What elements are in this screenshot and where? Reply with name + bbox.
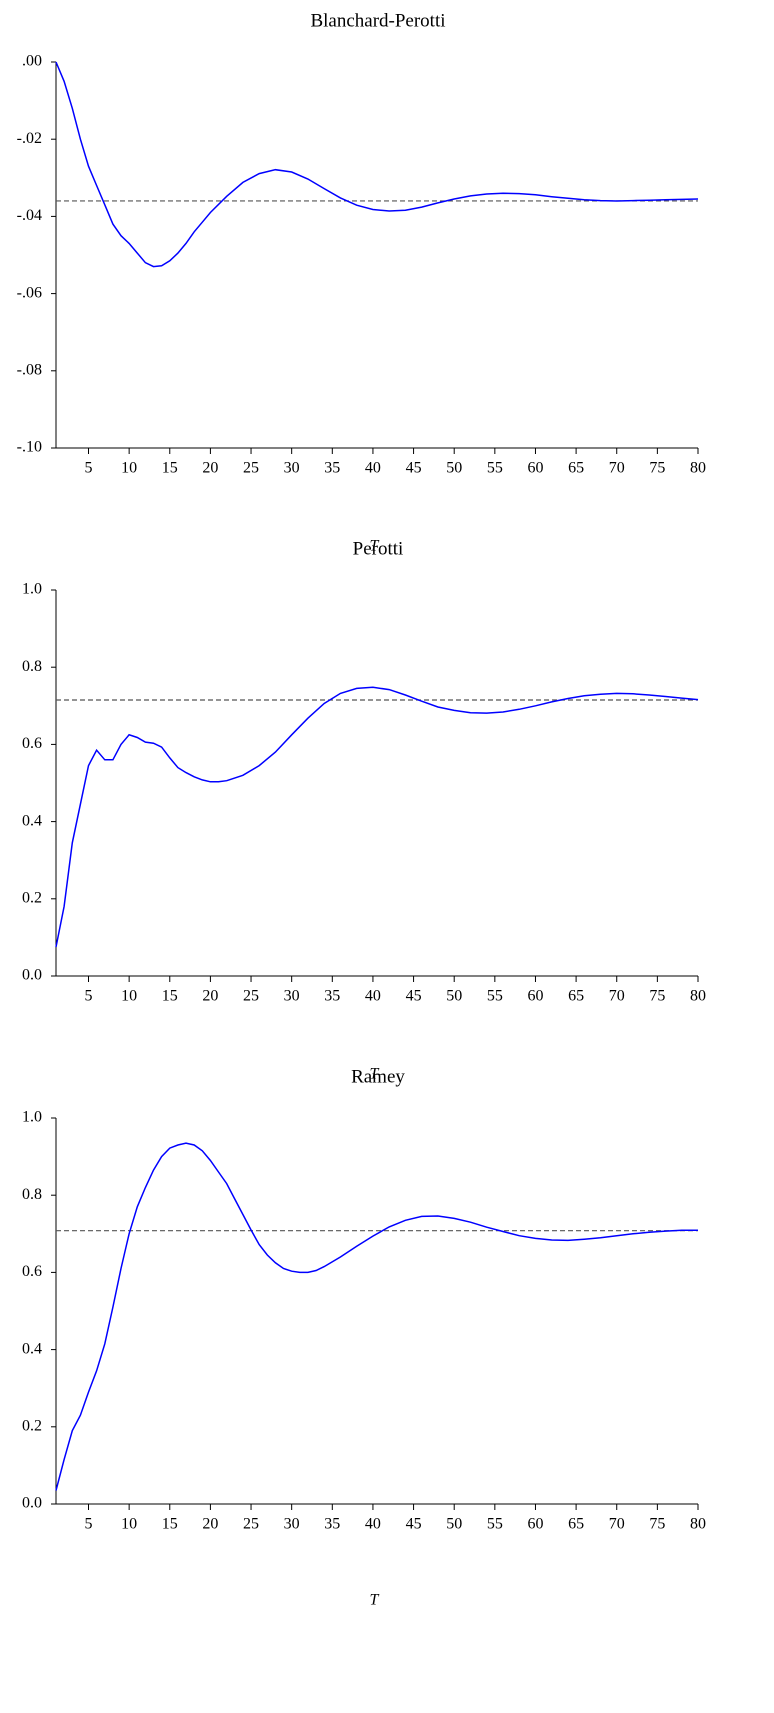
chart-panel-3: Ramey 0.0 0.2 0.4 0.6 0.8 1.0 5 10 15 20 25 30 35 40 45… [22,1066,706,1608]
x-tick-label: 20 [202,460,218,477]
x-tick-label: 70 [609,460,625,477]
x-tick-label: 80 [690,460,706,477]
x-tick-label: 60 [527,460,543,477]
y-tick-label: -.02 [17,130,42,147]
x-tick-label: 65 [568,1516,584,1533]
x-tick-label: 35 [324,1516,340,1533]
x-tick-label: 25 [243,460,259,477]
y-tick-label: 0.6 [22,735,42,752]
x-tick-label: 40 [365,1516,381,1533]
y-tick-label: 0.2 [22,1417,42,1434]
x-tick-label: 40 [365,460,381,477]
x-tick-label: 45 [406,460,422,477]
x-tick-label: 75 [649,460,665,477]
x-tick-label: 5 [85,460,93,477]
x-tick-label: 20 [202,1516,218,1533]
x-tick-label: 80 [690,988,706,1005]
x-tick-label: 15 [162,1516,178,1533]
x-tick-label: 60 [527,988,543,1005]
y-tick-label: -.06 [17,284,42,301]
x-tick-label: 65 [568,988,584,1005]
chart-panel-2: Perotti 0.0 0.2 0.4 0.6 0.8 1.0 5 10 15 20 25 30 35 40… [22,538,706,1082]
chart-title: Blanchard-Perotti [310,10,445,31]
y-tick-label: 0.8 [22,658,42,675]
x-tick-label: 55 [487,1516,503,1533]
y-tick-label: 0.0 [22,967,42,984]
y-tick-label: -.08 [17,361,42,378]
y-tick-label: .00 [22,53,42,70]
x-tick-label: 50 [446,460,462,477]
x-tick-label: 15 [162,988,178,1005]
y-tick-label: 0.2 [22,889,42,906]
x-tick-label: 10 [121,988,137,1005]
x-tick-label: 10 [121,1516,137,1533]
chart-title: Ramey [351,1066,405,1087]
series-line [55,61,699,268]
x-tick-label: 55 [487,460,503,477]
x-tick-label: 30 [284,1516,300,1533]
x-tick-label: 80 [690,1516,706,1533]
y-tick-label: 1.0 [22,1109,42,1126]
x-tick-label: 15 [162,460,178,477]
x-tick-label: 5 [85,1516,93,1533]
y-tick-label: 0.6 [22,1263,42,1280]
x-tick-label: 55 [487,988,503,1005]
y-tick-label: 0.8 [22,1186,42,1203]
x-tick-label: 45 [406,1516,422,1533]
x-tick-label: 45 [406,988,422,1005]
x-tick-label: 35 [324,460,340,477]
x-tick-label: 5 [85,988,93,1005]
x-tick-label: 70 [609,988,625,1005]
x-axis-label: T [370,1592,380,1609]
x-tick-label: 65 [568,460,584,477]
x-tick-label: 75 [649,988,665,1005]
y-tick-label: -.04 [17,207,42,224]
x-tick-label: 50 [446,1516,462,1533]
series-line [55,686,699,948]
x-tick-label: 30 [284,988,300,1005]
y-tick-label: 1.0 [22,581,42,598]
x-axis-label: T [370,538,380,555]
chart-panel-1: Blanchard-Perotti .00 -.02 -.04 -.06 -.08 -.10… [17,10,706,554]
x-tick-label: 30 [284,460,300,477]
x-tick-label: 25 [243,988,259,1005]
x-tick-label: 40 [365,988,381,1005]
series-line [55,1142,698,1491]
x-tick-label: 20 [202,988,218,1005]
x-tick-label: 35 [324,988,340,1005]
x-tick-label: 25 [243,1516,259,1533]
x-tick-label: 75 [649,1516,665,1533]
x-tick-label: 70 [609,1516,625,1533]
y-tick-label: 0.0 [22,1495,42,1512]
y-tick-label: -.10 [17,439,42,456]
y-tick-label: 0.4 [22,1340,42,1357]
chart-title: Perotti [353,538,404,559]
x-tick-label: 50 [446,988,462,1005]
x-axis-label: T [370,1066,380,1083]
y-tick-label: 0.4 [22,812,42,829]
x-tick-label: 10 [121,460,137,477]
x-tick-label: 60 [527,1516,543,1533]
